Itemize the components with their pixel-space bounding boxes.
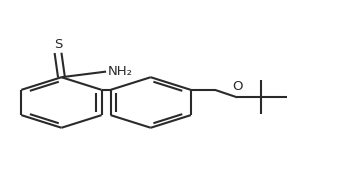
Text: S: S <box>54 38 62 51</box>
Text: O: O <box>232 80 243 93</box>
Text: NH₂: NH₂ <box>108 65 133 78</box>
